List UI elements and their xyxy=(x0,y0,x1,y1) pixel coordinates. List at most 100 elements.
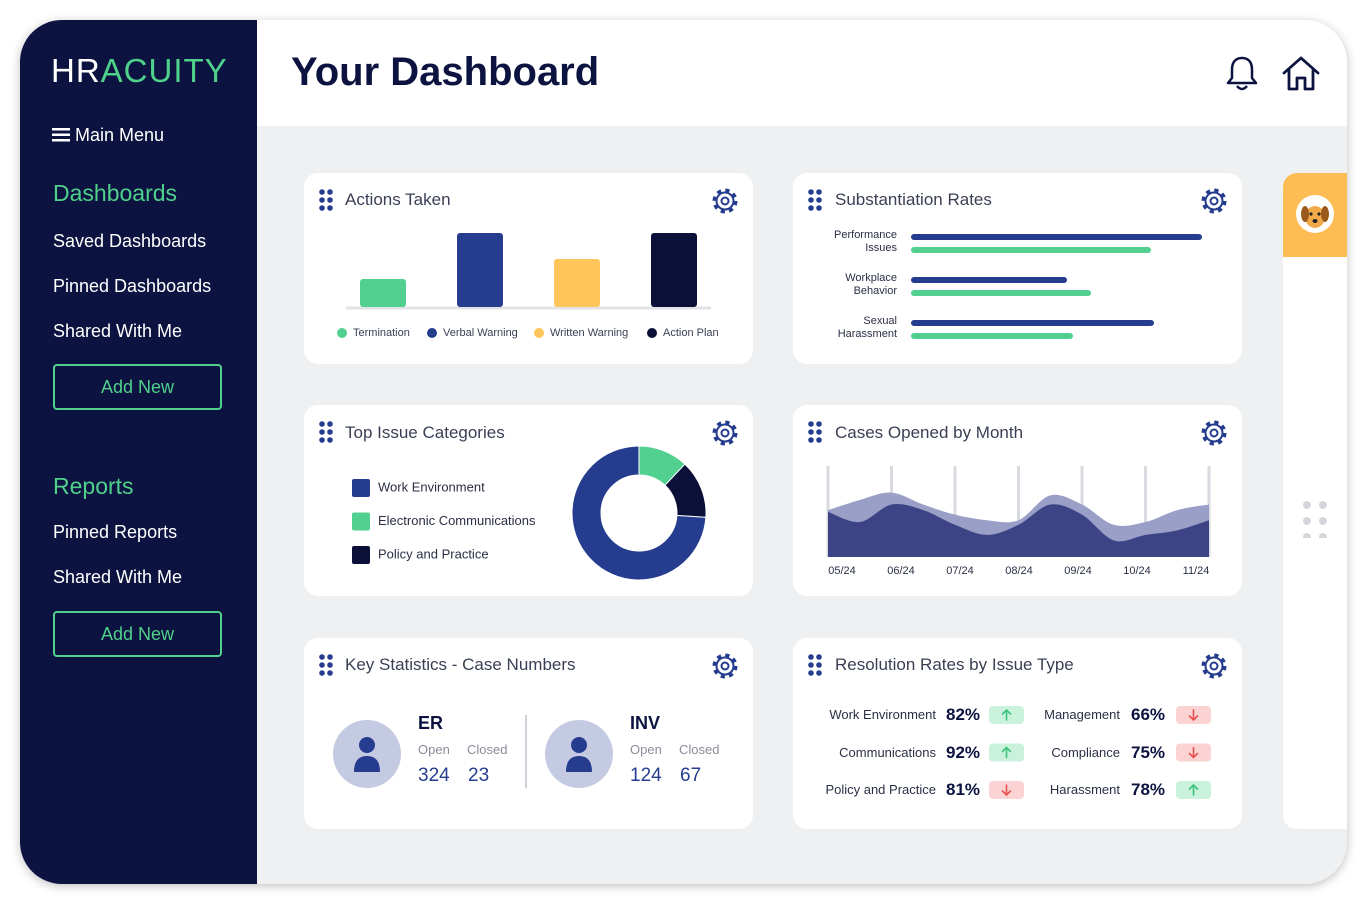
grip-dot xyxy=(808,654,814,660)
logo-prefix: HR xyxy=(51,52,101,89)
grip-dot xyxy=(319,662,325,668)
grip-dot xyxy=(816,437,822,443)
avatar-circle xyxy=(333,720,401,788)
grip-dot xyxy=(808,205,814,211)
widget-title: Cases Opened by Month xyxy=(835,423,1024,442)
bar xyxy=(911,277,1067,283)
bar xyxy=(360,279,406,307)
trend-arrow xyxy=(1001,708,1012,721)
widget-card xyxy=(793,173,1242,364)
bar xyxy=(911,333,1073,339)
rate-label: Compliance xyxy=(1051,744,1120,760)
avatar-circle xyxy=(545,720,613,788)
drag-grip[interactable] xyxy=(319,189,333,211)
grip-dot xyxy=(327,662,333,668)
legend-label: Policy and Practice xyxy=(378,546,489,561)
add-button[interactable]: Add New xyxy=(53,611,222,657)
drag-grip[interactable] xyxy=(808,654,822,676)
legend-label: Written Warning xyxy=(550,327,628,339)
gear-teeth xyxy=(1201,420,1227,446)
legend-dot xyxy=(427,328,437,338)
grip-dot xyxy=(319,189,325,195)
gear-hole xyxy=(1209,196,1219,206)
legend-dot xyxy=(647,328,657,338)
legend-label: Work Environment xyxy=(378,479,485,494)
bar xyxy=(911,234,1202,240)
grip-dot xyxy=(327,654,333,660)
settings-icon[interactable] xyxy=(712,653,738,679)
legend-swatch xyxy=(352,546,370,564)
person-body xyxy=(354,756,380,772)
nav-item[interactable]: Shared With Me xyxy=(53,567,183,587)
assistant-tab[interactable] xyxy=(1283,173,1347,257)
nav-item[interactable]: Saved Dashboards xyxy=(53,231,207,251)
gear-ring xyxy=(715,191,735,211)
widget-title: Actions Taken xyxy=(345,190,451,209)
gear-hole xyxy=(1209,428,1219,438)
grip-dot xyxy=(319,421,325,427)
grip-dot xyxy=(327,421,333,427)
legend-label: Action Plan xyxy=(663,327,719,339)
gear-ring xyxy=(1204,423,1224,443)
grip-dot xyxy=(319,670,325,676)
main-menu[interactable]: Main Menu xyxy=(75,125,165,145)
side-panel xyxy=(1283,173,1347,829)
person-body xyxy=(566,756,592,772)
category-label: Performance Issues xyxy=(834,229,897,254)
nav-item[interactable]: Pinned Dashboards xyxy=(53,276,212,296)
grip-dot xyxy=(808,189,814,195)
grip-dot xyxy=(808,662,814,668)
nav-item[interactable]: Pinned Reports xyxy=(53,522,178,542)
home-icon[interactable] xyxy=(1281,54,1321,92)
settings-icon[interactable] xyxy=(712,420,738,446)
gear-teeth xyxy=(712,188,738,214)
bar xyxy=(457,233,503,307)
menu-icon[interactable] xyxy=(52,127,70,143)
nav-item[interactable]: Shared With Me xyxy=(53,321,183,341)
bar xyxy=(651,233,697,307)
drag-grip[interactable] xyxy=(319,654,333,676)
sidebar: HRACUITY Main Menu Dashboards Saved Dash… xyxy=(20,20,257,884)
drag-grip[interactable] xyxy=(808,421,822,443)
drag-handle[interactable] xyxy=(1301,498,1331,538)
gear-hole xyxy=(720,428,730,438)
drag-grip[interactable] xyxy=(319,421,333,443)
settings-icon[interactable] xyxy=(1201,188,1227,214)
stat-value: 23 xyxy=(468,765,490,786)
settings-icon[interactable] xyxy=(1201,653,1227,679)
gear-teeth xyxy=(1201,188,1227,214)
drag-grip[interactable] xyxy=(808,189,822,211)
add-button[interactable]: Add New xyxy=(53,364,222,410)
bar xyxy=(911,290,1091,296)
bell-icon[interactable] xyxy=(1225,54,1259,92)
x-tick-label: 11/24 xyxy=(1183,565,1210,577)
legend-swatch xyxy=(352,479,370,497)
bar xyxy=(911,247,1151,253)
grip-dot xyxy=(816,654,822,660)
trend-arrow xyxy=(1188,746,1199,759)
settings-icon[interactable] xyxy=(1201,420,1227,446)
grip-dot xyxy=(319,197,325,203)
bar xyxy=(554,259,600,307)
legend-dot xyxy=(337,328,347,338)
category-label: Workplace Behavior xyxy=(845,272,897,297)
trend-arrow xyxy=(1001,746,1012,759)
widget-title: Top Issue Categories xyxy=(345,423,505,442)
rate-value: 92% xyxy=(946,742,981,762)
grip-dot xyxy=(327,197,333,203)
gear-ring xyxy=(715,656,735,676)
settings-icon[interactable] xyxy=(712,188,738,214)
x-tick-label: 08/24 xyxy=(1005,565,1033,577)
x-tick-label: 07/24 xyxy=(946,565,974,577)
bar xyxy=(911,320,1154,326)
x-tick-label: 09/24 xyxy=(1064,565,1092,577)
rate-value: 66% xyxy=(1131,705,1166,724)
logo-name: ACUITY xyxy=(100,52,228,89)
trend-arrow xyxy=(1188,709,1199,722)
grip-dot xyxy=(808,421,814,427)
gear-ring xyxy=(1204,191,1224,211)
gear-ring xyxy=(715,423,735,443)
stat-label: Closed xyxy=(467,742,508,757)
